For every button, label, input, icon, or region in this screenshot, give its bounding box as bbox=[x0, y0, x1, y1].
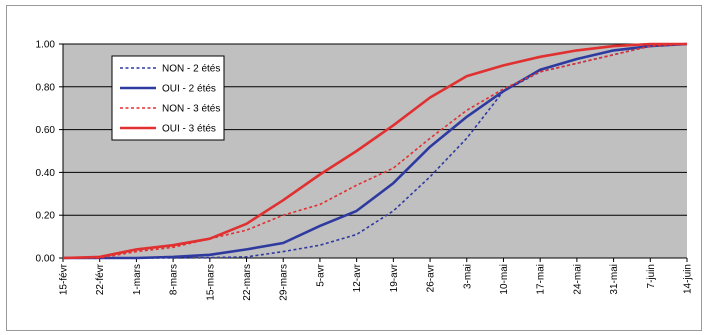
series-line-3 bbox=[63, 43, 688, 259]
chart-frame: 0.00 0.20 0.40 0.60 0.80 1.00 15-févr 22-févr 1… bbox=[6, 5, 702, 331]
x-tick-label: 8-mars bbox=[169, 264, 180, 295]
y-tick-label: 1.00 bbox=[36, 40, 56, 51]
x-tick-label: 24-mai bbox=[572, 264, 583, 295]
x-tick-label: 22-mars bbox=[242, 264, 253, 301]
x-tick-label: 10-mai bbox=[499, 264, 510, 295]
chart-svg: 0.000.200.400.600.801.00 15-févr 22-févr 1… bbox=[36, 40, 694, 301]
y-tick-label: 0.20 bbox=[36, 211, 56, 222]
x-tick-label: 19-avr bbox=[389, 263, 400, 292]
x-tick-label: 14-juin bbox=[683, 264, 694, 294]
y-tick-label: 0.00 bbox=[36, 254, 56, 265]
legend-label: OUI - 3 étés bbox=[162, 124, 216, 135]
x-tick-label: 22-févr bbox=[95, 263, 106, 295]
legend-label: OUI - 2 étés bbox=[162, 84, 216, 95]
series-line-2 bbox=[63, 42, 688, 260]
y-tick-label: 0.80 bbox=[36, 82, 56, 93]
x-tick-labels: 15-févr 22-févr 1-mars 8-mars 15-mars 22-mars… bbox=[59, 263, 694, 300]
x-tick-label: 29-mars bbox=[279, 264, 290, 301]
y-tick-label: 0.60 bbox=[36, 125, 56, 136]
y-tick-label: 0.40 bbox=[36, 168, 56, 179]
legend: NON - 2 étés OUI - 2 étés NON - 3 étés OUI … bbox=[111, 55, 225, 141]
series-lines bbox=[62, 42, 688, 260]
legend-label: NON - 2 étés bbox=[162, 64, 220, 75]
series-line-4 bbox=[62, 42, 687, 260]
y-tick-labels: 0.00 0.20 0.40 0.60 0.80 1.00 bbox=[36, 40, 56, 265]
legend-box bbox=[111, 55, 225, 141]
x-tick-label: 26-avr bbox=[426, 263, 437, 292]
x-tick-label: 31-mai bbox=[609, 264, 620, 295]
legend-label: NON - 3 étés bbox=[162, 104, 220, 115]
x-tick-label: 15-févr bbox=[59, 263, 70, 295]
x-tick-label: 15-mars bbox=[205, 264, 216, 301]
x-tick-label: 3-mai bbox=[462, 264, 473, 289]
x-tick-label: 1-mars bbox=[132, 264, 143, 295]
x-tick-label: 17-mai bbox=[536, 264, 547, 295]
x-tick-label: 7-juin bbox=[646, 264, 657, 288]
x-tick-label: 5-avr bbox=[315, 263, 326, 286]
x-tick-label: 12-avr bbox=[352, 263, 363, 292]
